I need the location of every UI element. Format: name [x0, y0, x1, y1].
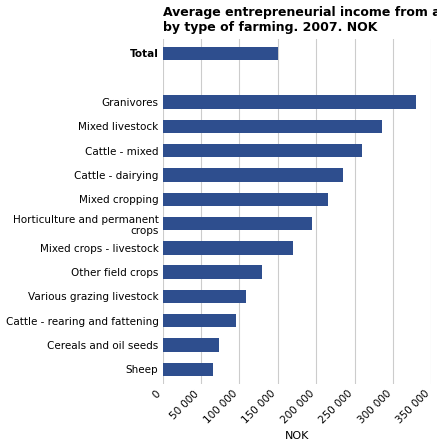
Bar	[163, 217, 312, 230]
X-axis label: NOK: NOK	[285, 431, 309, 442]
Bar	[163, 241, 293, 254]
Bar	[163, 314, 236, 327]
Bar	[163, 144, 362, 157]
Bar	[163, 338, 218, 352]
Bar	[163, 168, 343, 181]
Bar	[163, 193, 328, 206]
Bar	[163, 120, 382, 133]
Bar	[163, 363, 212, 376]
Bar	[163, 290, 246, 303]
Text: Average entrepreneurial income from agriculture for holders,
by type of farming.: Average entrepreneurial income from agri…	[163, 5, 437, 34]
Bar	[163, 47, 278, 60]
Bar	[163, 95, 416, 109]
Bar	[163, 266, 263, 279]
